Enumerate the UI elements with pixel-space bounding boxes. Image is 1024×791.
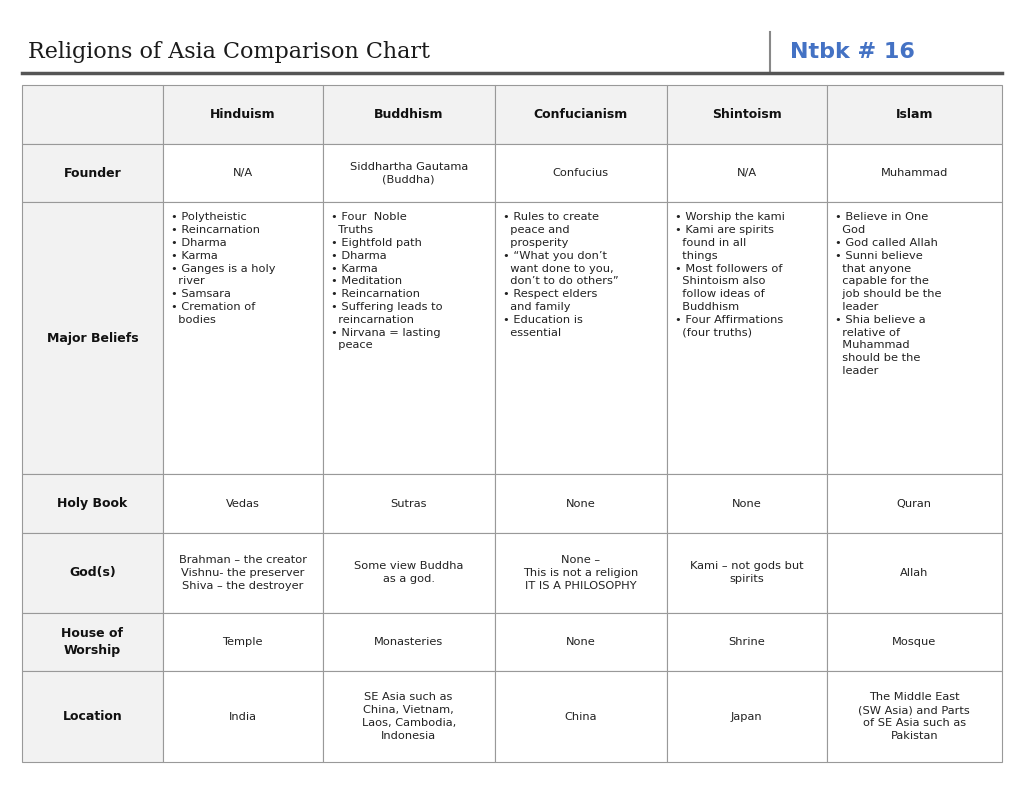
Text: Major Beliefs: Major Beliefs bbox=[47, 332, 138, 345]
Text: Monasteries: Monasteries bbox=[374, 637, 443, 647]
Bar bbox=[667, 612, 826, 672]
Text: • Worship the kami
• Kami are spirits
  found in all
  things
• Most followers o: • Worship the kami • Kami are spirits fo… bbox=[675, 213, 784, 338]
Text: Japan: Japan bbox=[731, 712, 763, 721]
Bar bbox=[22, 202, 163, 475]
Bar bbox=[323, 144, 495, 202]
Bar bbox=[22, 672, 163, 762]
Text: God(s): God(s) bbox=[69, 566, 116, 579]
Text: None –
This is not a religion
IT IS A PHILOSOPHY: None – This is not a religion IT IS A PH… bbox=[523, 555, 639, 591]
Text: SE Asia such as
China, Vietnam,
Laos, Cambodia,
Indonesia: SE Asia such as China, Vietnam, Laos, Ca… bbox=[361, 692, 456, 741]
Bar bbox=[826, 144, 1002, 202]
Bar bbox=[667, 672, 826, 762]
Bar bbox=[495, 612, 667, 672]
Bar bbox=[826, 475, 1002, 533]
Text: Sutras: Sutras bbox=[390, 499, 427, 509]
Text: Allah: Allah bbox=[900, 568, 929, 578]
Text: Buddhism: Buddhism bbox=[374, 108, 443, 121]
Text: Brahman – the creator
Vishnu- the preserver
Shiva – the destroyer: Brahman – the creator Vishnu- the preser… bbox=[179, 555, 307, 591]
Bar bbox=[667, 533, 826, 612]
Bar bbox=[323, 533, 495, 612]
Text: • Believe in One
  God
• God called Allah
• Sunni believe
  that anyone
  capabl: • Believe in One God • God called Allah … bbox=[835, 213, 941, 376]
Text: Confucianism: Confucianism bbox=[534, 108, 628, 121]
Text: Religions of Asia Comparison Chart: Religions of Asia Comparison Chart bbox=[28, 41, 430, 63]
Bar bbox=[826, 533, 1002, 612]
Text: • Four  Noble
  Truths
• Eightfold path
• Dharma
• Karma
• Meditation
• Reincarn: • Four Noble Truths • Eightfold path • D… bbox=[331, 213, 442, 350]
Text: None: None bbox=[566, 499, 596, 509]
Bar bbox=[495, 533, 667, 612]
Bar bbox=[323, 202, 495, 475]
Text: Holy Book: Holy Book bbox=[57, 498, 128, 510]
Bar bbox=[163, 672, 323, 762]
Bar bbox=[323, 85, 495, 144]
Bar bbox=[323, 475, 495, 533]
Text: India: India bbox=[228, 712, 257, 721]
Text: Islam: Islam bbox=[896, 108, 933, 121]
Text: Some view Buddha
as a god.: Some view Buddha as a god. bbox=[354, 562, 464, 585]
Text: Vedas: Vedas bbox=[226, 499, 260, 509]
Bar bbox=[495, 85, 667, 144]
Text: Ntbk # 16: Ntbk # 16 bbox=[790, 42, 914, 62]
Text: Confucius: Confucius bbox=[553, 168, 609, 178]
Bar bbox=[323, 672, 495, 762]
Text: None: None bbox=[732, 499, 762, 509]
Bar bbox=[667, 475, 826, 533]
Bar bbox=[163, 144, 323, 202]
Text: Quran: Quran bbox=[897, 499, 932, 509]
Bar bbox=[163, 85, 323, 144]
Bar bbox=[22, 475, 163, 533]
Bar bbox=[22, 533, 163, 612]
Bar bbox=[163, 612, 323, 672]
Bar bbox=[667, 144, 826, 202]
Text: China: China bbox=[564, 712, 597, 721]
Text: N/A: N/A bbox=[232, 168, 253, 178]
Text: N/A: N/A bbox=[736, 168, 757, 178]
Bar bbox=[667, 202, 826, 475]
Text: Kami – not gods but
spirits: Kami – not gods but spirits bbox=[690, 562, 804, 585]
Text: None: None bbox=[566, 637, 596, 647]
Bar bbox=[163, 533, 323, 612]
Bar bbox=[163, 202, 323, 475]
Bar bbox=[495, 672, 667, 762]
Bar bbox=[826, 85, 1002, 144]
Text: Shrine: Shrine bbox=[728, 637, 765, 647]
Text: Mosque: Mosque bbox=[892, 637, 937, 647]
Text: The Middle East
(SW Asia) and Parts
of SE Asia such as
Pakistan: The Middle East (SW Asia) and Parts of S… bbox=[858, 692, 970, 741]
Bar bbox=[826, 202, 1002, 475]
Bar bbox=[495, 202, 667, 475]
Bar bbox=[667, 85, 826, 144]
Text: Shintoism: Shintoism bbox=[712, 108, 781, 121]
Bar bbox=[826, 612, 1002, 672]
Bar bbox=[495, 144, 667, 202]
Bar bbox=[22, 144, 163, 202]
Text: Siddhartha Gautama
(Buddha): Siddhartha Gautama (Buddha) bbox=[349, 161, 468, 184]
Bar bbox=[22, 612, 163, 672]
Bar bbox=[163, 475, 323, 533]
Text: • Rules to create
  peace and
  prosperity
• “What you don’t
  want done to you,: • Rules to create peace and prosperity •… bbox=[503, 213, 618, 338]
Text: Temple: Temple bbox=[222, 637, 263, 647]
Text: Muhammad: Muhammad bbox=[881, 168, 948, 178]
Bar bbox=[495, 475, 667, 533]
Text: Location: Location bbox=[62, 710, 122, 723]
Bar bbox=[826, 672, 1002, 762]
Bar bbox=[22, 85, 163, 144]
Text: Founder: Founder bbox=[63, 167, 121, 180]
Text: • Polytheistic
• Reincarnation
• Dharma
• Karma
• Ganges is a holy
  river
• Sam: • Polytheistic • Reincarnation • Dharma … bbox=[171, 213, 275, 325]
Text: Hinduism: Hinduism bbox=[210, 108, 275, 121]
Text: House of
Worship: House of Worship bbox=[61, 627, 124, 657]
Bar bbox=[323, 612, 495, 672]
